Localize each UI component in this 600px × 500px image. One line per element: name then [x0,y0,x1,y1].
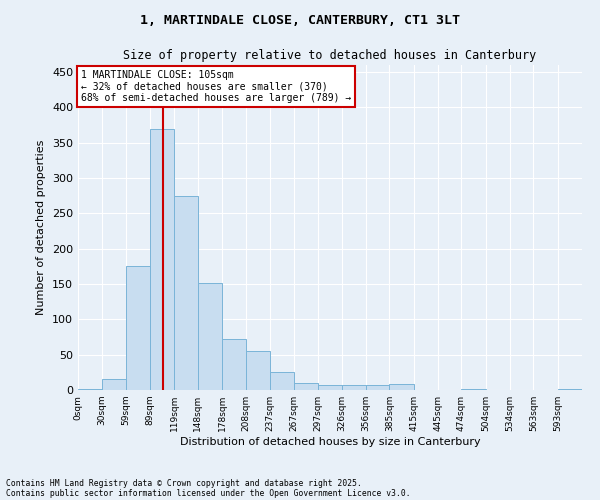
Bar [270,372,294,390]
Text: 1 MARTINDALE CLOSE: 105sqm
← 32% of detached houses are smaller (370)
68% of sem: 1 MARTINDALE CLOSE: 105sqm ← 32% of deta… [80,70,351,103]
Bar [222,339,246,390]
Bar [150,128,174,390]
Text: Contains HM Land Registry data © Crown copyright and database right 2025.: Contains HM Land Registry data © Crown c… [6,478,362,488]
Text: 1, MARTINDALE CLOSE, CANTERBURY, CT1 3LT: 1, MARTINDALE CLOSE, CANTERBURY, CT1 3LT [140,14,460,28]
Bar [78,388,102,390]
Bar [318,385,342,390]
X-axis label: Distribution of detached houses by size in Canterbury: Distribution of detached houses by size … [179,437,481,447]
Bar [198,282,222,390]
Bar [126,266,150,390]
Text: Contains public sector information licensed under the Open Government Licence v3: Contains public sector information licen… [6,488,410,498]
Bar [174,196,198,390]
Title: Size of property relative to detached houses in Canterbury: Size of property relative to detached ho… [124,50,536,62]
Bar [246,351,270,390]
Bar [461,388,486,390]
Bar [366,385,389,390]
Bar [294,383,318,390]
Bar [102,380,126,390]
Y-axis label: Number of detached properties: Number of detached properties [37,140,46,315]
Bar [342,385,366,390]
Bar [389,384,414,390]
